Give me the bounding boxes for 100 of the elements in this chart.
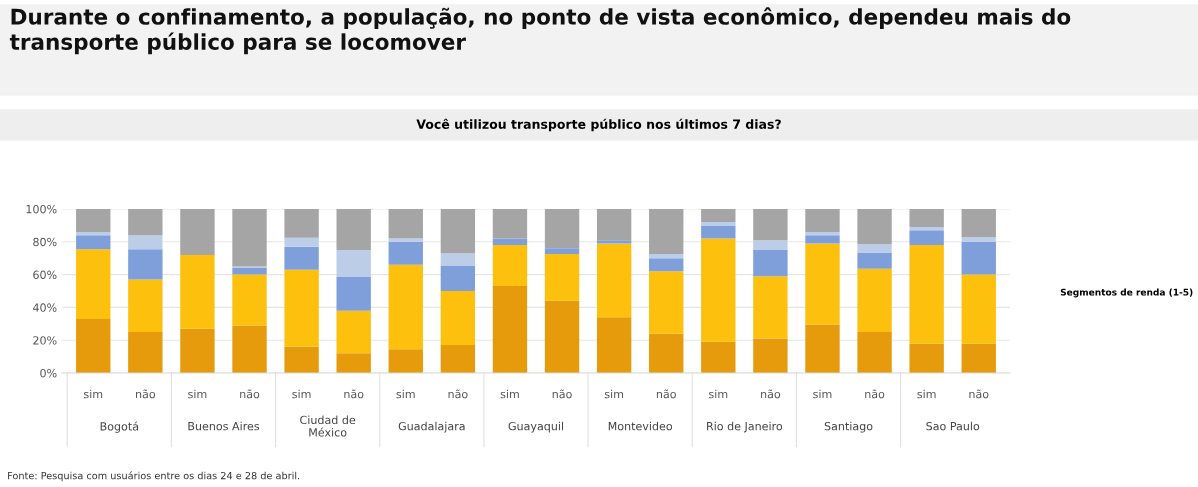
bar — [232, 274, 267, 326]
y-tick-label: 40% — [32, 303, 57, 312]
bar — [388, 238, 423, 242]
y-tick-label: 60% — [33, 270, 57, 279]
bar — [336, 209, 371, 250]
bar — [961, 274, 996, 344]
x-tick-label: sim — [188, 389, 207, 399]
bar — [76, 231, 111, 236]
bar — [909, 230, 944, 246]
bar — [909, 209, 944, 228]
bar — [440, 291, 476, 346]
x-tick-label: não — [761, 389, 781, 399]
bar — [180, 209, 215, 255]
bar — [701, 238, 736, 342]
x-tick-label: sim — [709, 389, 728, 399]
bar — [961, 209, 996, 237]
x-tick-label: não — [448, 389, 468, 399]
x-tick-label: sim — [396, 389, 415, 399]
bar — [753, 338, 788, 373]
x-tick-label: sim — [292, 389, 311, 399]
bar — [128, 235, 163, 250]
bar — [440, 253, 476, 266]
bar — [284, 269, 319, 347]
x-tick-label: sim — [84, 389, 103, 399]
bar — [284, 209, 319, 238]
bar — [544, 254, 580, 301]
bar — [388, 264, 423, 350]
x-tick-label: não — [240, 389, 260, 399]
x-tick-label: não — [552, 389, 572, 399]
text: Montevideo — [608, 421, 673, 431]
x-tick-label: sim — [917, 389, 936, 399]
text: Guadalajara — [398, 421, 465, 433]
y-tick-label: 0% — [40, 368, 57, 378]
bar — [492, 245, 528, 287]
bar — [857, 244, 892, 253]
bar — [909, 245, 944, 344]
bar — [909, 227, 944, 231]
text: Guayaquil — [508, 421, 564, 433]
bar — [544, 248, 580, 255]
bar — [76, 209, 111, 232]
text: Santiago — [824, 421, 873, 433]
x-tick-label: não — [656, 389, 676, 399]
x-tick-label: sim — [813, 389, 832, 399]
bar — [805, 243, 840, 325]
bar — [440, 209, 476, 254]
bar — [128, 279, 163, 332]
bar — [701, 209, 736, 223]
bar — [805, 235, 840, 244]
bar — [232, 325, 267, 373]
text: Buenos Aires — [188, 421, 260, 431]
bar — [336, 277, 371, 311]
bar — [232, 268, 267, 275]
x-tick-label: não — [136, 389, 156, 399]
legend-title: Segmentos de renda (1-5) — [1060, 288, 1193, 298]
x-tick-label: não — [969, 389, 989, 399]
bar — [961, 241, 996, 275]
bar — [388, 241, 423, 265]
bar — [753, 209, 788, 241]
chart-title: Durante o confinamento, a população, no ponto de vista econômico, dependeu mais do transporte público para se locomover — [9, 7, 1071, 55]
bar — [492, 238, 528, 246]
y-tick-label: 100% — [26, 204, 57, 214]
bar — [753, 240, 788, 250]
bar — [649, 258, 684, 272]
bar — [805, 324, 840, 373]
y-tick-label: 20% — [33, 336, 57, 345]
bar — [284, 246, 319, 270]
bar — [649, 209, 684, 255]
bar — [701, 225, 736, 239]
bar — [284, 237, 319, 247]
chart-subtitle: Você utilizou transporte público nos últimos 7 dias? — [416, 118, 781, 132]
bar — [753, 250, 788, 277]
bar — [701, 341, 736, 373]
bar — [857, 332, 892, 373]
bar — [596, 317, 632, 373]
bar — [180, 254, 215, 329]
bar — [336, 310, 371, 354]
bar — [857, 209, 892, 245]
bar — [961, 343, 996, 373]
x-tick-label: sim — [500, 389, 519, 399]
y-tick-label: 80% — [33, 237, 57, 247]
bar — [649, 333, 684, 373]
bar — [336, 353, 371, 373]
bar — [336, 250, 371, 278]
bar — [649, 271, 684, 334]
text: Rio de Janeiro — [707, 421, 783, 433]
bar — [544, 209, 580, 249]
text: Sao Paulo — [926, 421, 980, 431]
bar — [753, 276, 788, 339]
bar — [232, 209, 267, 267]
bar — [805, 231, 840, 236]
bar — [492, 286, 528, 373]
text: Bogotá — [100, 421, 139, 433]
x-tick-label: sim — [604, 389, 624, 399]
bar — [596, 243, 632, 318]
x-tick-label: não — [344, 389, 364, 399]
text: Ciudad de México — [300, 415, 356, 437]
bar — [76, 249, 111, 319]
bar — [805, 209, 840, 232]
bar — [128, 209, 163, 236]
bar — [596, 240, 632, 244]
